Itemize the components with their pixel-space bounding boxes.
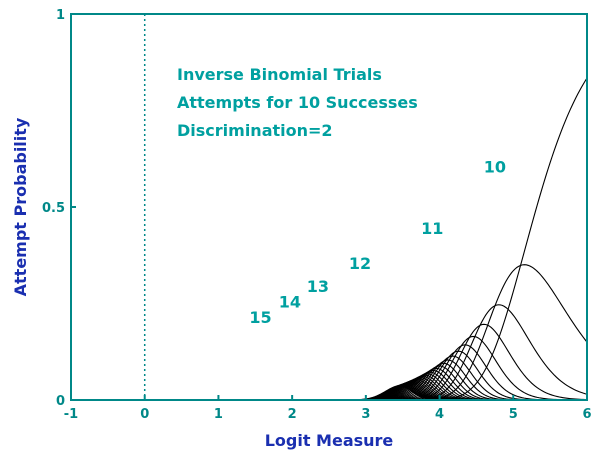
- curve-attempts-30: [71, 379, 587, 401]
- curve-label-12: 12: [349, 254, 371, 273]
- axis-ticks: -1 0 1 2 3 4 5 600.51: [42, 8, 592, 422]
- x-tick-label: 6: [582, 407, 591, 422]
- curve-label-10: 10: [484, 157, 506, 176]
- x-tick-label: 2: [288, 407, 297, 422]
- curve-attempts-24: [71, 373, 587, 401]
- curve-attempts-25: [71, 374, 587, 401]
- curve-attempts-19: [71, 362, 587, 401]
- curve-attempts-22: [71, 369, 587, 401]
- curve-attempts-13: [71, 323, 588, 401]
- curve-label-13: 13: [307, 277, 329, 296]
- y-tick-label: 0.5: [42, 201, 65, 216]
- x-tick-label: 1: [214, 407, 223, 422]
- annotation-line-3: Discrimination=2: [177, 121, 333, 140]
- y-axis-title: Attempt Probability: [11, 117, 30, 296]
- x-tick-label: 0: [140, 407, 149, 422]
- annotation-line-2: Attempts for 10 Successes: [177, 93, 418, 112]
- curve-label-11: 11: [421, 219, 443, 238]
- curve-attempts-29: [71, 378, 587, 401]
- x-tick-label: 5: [509, 407, 518, 422]
- curve-attempts-14: [71, 335, 588, 401]
- y-tick-label: 1: [56, 8, 65, 23]
- curve-attempts-20: [71, 365, 587, 401]
- curve-labels: 10 11 12 13 14 15: [249, 157, 506, 327]
- x-tick-label: 3: [361, 407, 370, 422]
- curve-label-15: 15: [249, 308, 271, 327]
- curve-attempts-21: [71, 367, 587, 401]
- curve-attempts-23: [71, 371, 587, 401]
- y-tick-label: 0: [56, 394, 65, 409]
- curve-attempts-28: [71, 377, 587, 401]
- x-tick-label: -1: [64, 407, 78, 422]
- curve-attempts-12: [71, 304, 588, 401]
- x-tick-label: 4: [435, 407, 444, 422]
- curve-label-14: 14: [279, 292, 301, 311]
- x-axis-title: Logit Measure: [265, 431, 394, 450]
- annotation-line-1: Inverse Binomial Trials: [177, 65, 382, 84]
